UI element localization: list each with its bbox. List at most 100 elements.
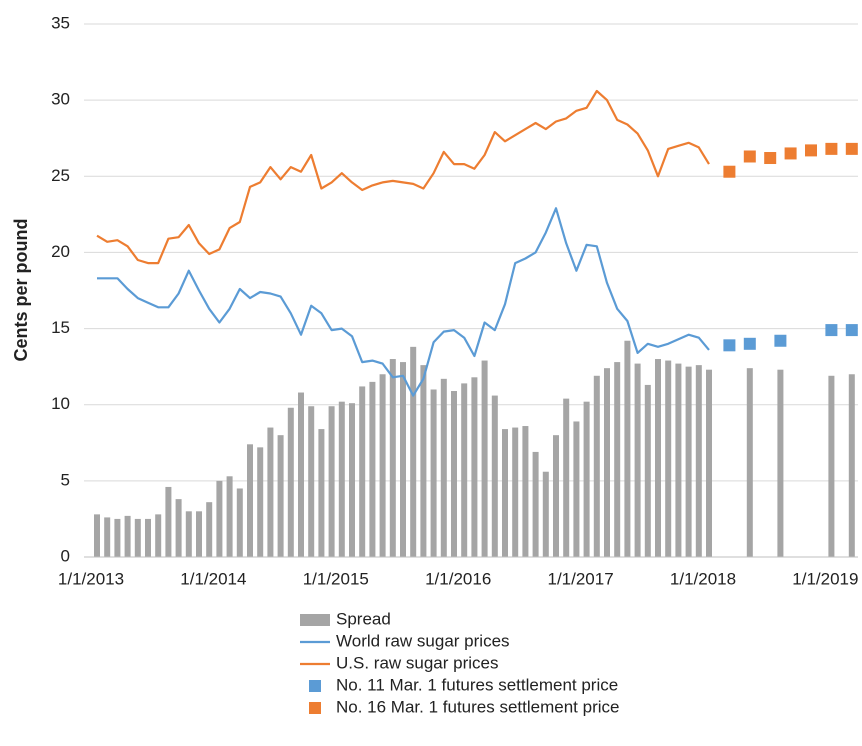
bar bbox=[359, 386, 366, 557]
bar bbox=[338, 401, 345, 557]
bar bbox=[155, 514, 162, 557]
bar bbox=[298, 392, 304, 557]
bar bbox=[481, 360, 488, 557]
y-tick-label: 0 bbox=[61, 546, 70, 565]
bar bbox=[746, 368, 753, 557]
bar bbox=[675, 363, 682, 557]
bar bbox=[175, 499, 182, 557]
bar bbox=[665, 360, 672, 557]
bar bbox=[491, 395, 498, 557]
bar bbox=[440, 378, 447, 557]
bar bbox=[257, 447, 264, 557]
x-tick-label: 1/1/2018 bbox=[670, 569, 736, 588]
y-tick-label: 20 bbox=[51, 242, 70, 261]
bar bbox=[604, 368, 610, 557]
bar bbox=[614, 362, 621, 557]
bar bbox=[400, 362, 406, 557]
bar bbox=[848, 374, 855, 557]
bar bbox=[644, 384, 651, 557]
legend-label: No. 11 Mar. 1 futures settlement price bbox=[336, 675, 618, 694]
marker bbox=[845, 142, 858, 155]
x-tick-label: 1/1/2014 bbox=[180, 569, 246, 588]
bar bbox=[247, 444, 253, 557]
legend-label: Spread bbox=[336, 609, 391, 628]
bar bbox=[165, 486, 172, 557]
bar bbox=[287, 407, 294, 557]
y-tick-label: 35 bbox=[51, 13, 70, 32]
y-axis-label: Cents per pound bbox=[11, 219, 31, 362]
bar bbox=[389, 359, 396, 557]
bar bbox=[573, 421, 580, 557]
bar bbox=[420, 365, 427, 557]
marker bbox=[743, 337, 756, 350]
marker bbox=[805, 144, 817, 157]
y-tick-label: 15 bbox=[51, 318, 70, 337]
bar bbox=[553, 435, 559, 557]
marker bbox=[764, 152, 777, 165]
marker bbox=[845, 324, 858, 337]
bar bbox=[94, 514, 100, 557]
bar bbox=[828, 375, 835, 557]
line bbox=[96, 89, 710, 265]
x-tick-label: 1/1/2019 bbox=[792, 569, 858, 588]
bar bbox=[185, 511, 192, 557]
bar bbox=[124, 515, 131, 557]
bar bbox=[471, 377, 478, 557]
bar bbox=[349, 403, 355, 557]
bar bbox=[593, 375, 600, 557]
bar bbox=[226, 476, 233, 557]
legend-label: World raw sugar prices bbox=[336, 631, 510, 650]
bar bbox=[532, 451, 539, 557]
bar bbox=[706, 369, 712, 557]
marker bbox=[774, 334, 787, 347]
bar bbox=[114, 518, 121, 557]
bar bbox=[563, 398, 570, 557]
bar bbox=[430, 389, 437, 557]
line bbox=[97, 207, 710, 397]
bar bbox=[624, 340, 631, 557]
bar bbox=[206, 502, 213, 557]
bar bbox=[655, 359, 661, 557]
bar bbox=[196, 511, 202, 557]
bar bbox=[777, 369, 784, 557]
bar bbox=[369, 381, 376, 557]
legend-label: U.S. raw sugar prices bbox=[336, 653, 499, 672]
y-tick-label: 30 bbox=[51, 90, 70, 109]
bar bbox=[451, 391, 457, 557]
bar bbox=[328, 406, 335, 557]
marker bbox=[825, 142, 838, 155]
bar bbox=[542, 471, 549, 557]
y-tick-label: 10 bbox=[51, 394, 70, 413]
bar bbox=[236, 488, 243, 557]
marker bbox=[723, 339, 736, 352]
y-tick-label: 5 bbox=[61, 470, 70, 489]
legend-swatch bbox=[309, 702, 321, 714]
marker bbox=[784, 147, 797, 160]
x-tick-label: 1/1/2016 bbox=[425, 569, 491, 588]
bar bbox=[277, 435, 284, 557]
marker bbox=[825, 324, 838, 337]
x-tick-label: 1/1/2013 bbox=[58, 569, 124, 588]
bar bbox=[104, 517, 111, 557]
bar bbox=[379, 374, 386, 557]
y-tick-label: 25 bbox=[51, 166, 70, 185]
bar bbox=[583, 401, 590, 557]
marker bbox=[743, 150, 756, 163]
bar bbox=[685, 366, 692, 557]
legend-label: No. 16 Mar. 1 futures settlement price bbox=[336, 697, 619, 716]
legend-swatch bbox=[309, 680, 321, 692]
x-tick-label: 1/1/2015 bbox=[303, 569, 369, 588]
bar bbox=[308, 406, 315, 557]
bar bbox=[216, 480, 223, 557]
bar bbox=[318, 429, 325, 557]
bar bbox=[502, 429, 508, 557]
legend-swatch bbox=[300, 614, 330, 626]
x-tick-label: 1/1/2017 bbox=[548, 569, 614, 588]
bar bbox=[145, 518, 151, 557]
bar bbox=[522, 426, 529, 557]
bar bbox=[695, 365, 702, 557]
bar bbox=[267, 427, 274, 557]
bar bbox=[512, 427, 519, 557]
